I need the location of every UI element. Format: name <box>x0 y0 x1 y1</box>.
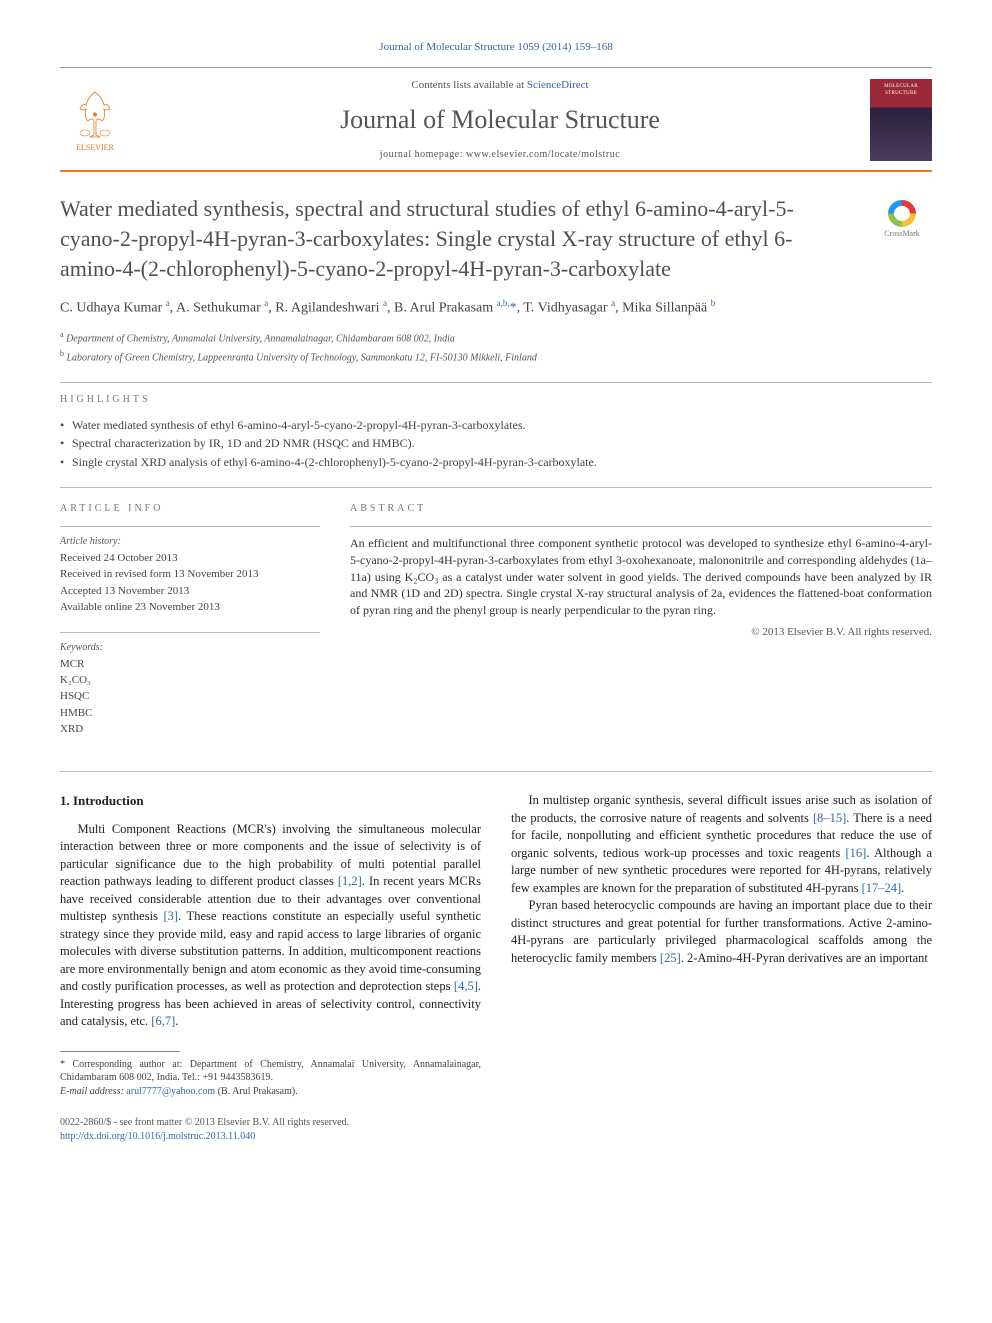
article-title: Water mediated synthesis, spectral and s… <box>60 194 932 283</box>
page-footer: 0022-2860/$ - see front matter © 2013 El… <box>60 1116 932 1144</box>
doi-link[interactable]: http://dx.doi.org/10.1016/j.molstruc.201… <box>60 1131 255 1142</box>
section-heading: 1. Introduction <box>60 792 481 810</box>
crossmark-icon <box>888 200 916 227</box>
abstract-text: An efficient and multifunctional three c… <box>350 526 932 619</box>
body-text: 1. Introduction Multi Component Reaction… <box>60 792 932 1098</box>
abstract-copyright: © 2013 Elsevier B.V. All rights reserved… <box>350 625 932 640</box>
affiliation: a Department of Chemistry, Annamalai Uni… <box>60 329 932 346</box>
homepage-url[interactable]: www.elsevier.com/locate/molstruc <box>466 149 620 160</box>
contents-line: Contents lists available at ScienceDirec… <box>130 78 870 93</box>
article-info-label: ARTICLE INFO <box>60 502 320 516</box>
journal-name: Journal of Molecular Structure <box>130 102 870 138</box>
elsevier-tree-icon <box>70 87 120 142</box>
highlight-item: Water mediated synthesis of ethyl 6-amin… <box>60 417 932 434</box>
highlight-item: Spectral characterization by IR, 1D and … <box>60 435 932 452</box>
abstract-label: ABSTRACT <box>350 502 932 516</box>
email-link[interactable]: arul7777@yahoo.com <box>126 1086 215 1097</box>
affiliation: b Laboratory of Green Chemistry, Lappeen… <box>60 348 932 365</box>
journal-cover-thumb: MOLECULAR STRUCTURE <box>870 79 932 161</box>
article-history: Article history: Received 24 October 201… <box>60 526 320 616</box>
sciencedirect-link[interactable]: ScienceDirect <box>527 79 589 91</box>
body-paragraph: In multistep organic synthesis, several … <box>511 792 932 897</box>
footnote-separator <box>60 1051 180 1052</box>
highlight-item: Single crystal XRD analysis of ethyl 6-a… <box>60 454 932 471</box>
keywords-block: Keywords: MCR K₂CO₃ HSQC HMBC XRD <box>60 632 320 738</box>
divider <box>60 382 932 383</box>
highlights-list: Water mediated synthesis of ethyl 6-amin… <box>60 417 932 471</box>
divider <box>60 771 932 772</box>
citation-line: Journal of Molecular Structure 1059 (201… <box>60 40 932 55</box>
affiliations: a Department of Chemistry, Annamalai Uni… <box>60 329 932 366</box>
elsevier-logo: ELSEVIER <box>60 80 130 160</box>
divider <box>60 487 932 488</box>
highlights-label: HIGHLIGHTS <box>60 393 932 407</box>
body-paragraph: Pyran based heterocyclic compounds are h… <box>511 897 932 967</box>
homepage-line: journal homepage: www.elsevier.com/locat… <box>130 148 870 162</box>
body-paragraph: Multi Component Reactions (MCR's) involv… <box>60 821 481 1031</box>
corresponding-author-footnote: * Corresponding author at: Department of… <box>60 1058 481 1099</box>
crossmark-badge[interactable]: CrossMark <box>872 200 932 240</box>
author-list: C. Udhaya Kumar a, A. Sethukumar a, R. A… <box>60 297 932 319</box>
publisher-name: ELSEVIER <box>76 142 114 153</box>
journal-header: ELSEVIER Contents lists available at Sci… <box>60 67 932 172</box>
